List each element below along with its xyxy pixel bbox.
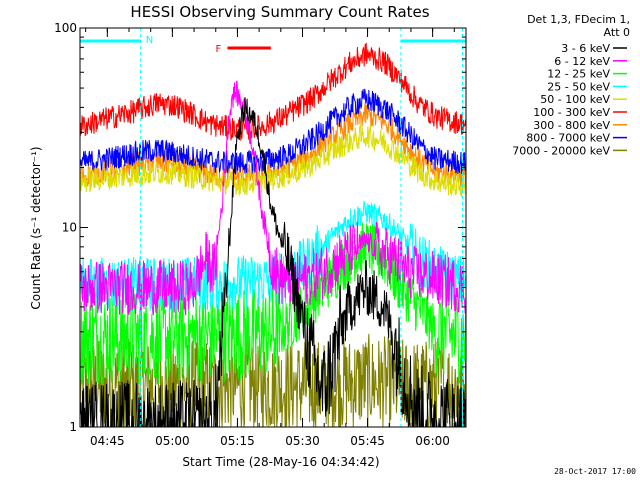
legend-label: 100 - 300 keV: [533, 106, 610, 119]
legend-label: 7000 - 20000 keV: [512, 144, 610, 157]
series-line-5: [79, 42, 467, 141]
legend-label: 3 - 6 keV: [561, 42, 610, 55]
chart-title: HESSI Observing Summary Count Rates: [130, 3, 429, 21]
legend-label: 800 - 7000 keV: [526, 132, 610, 145]
x-tick-label: 06:00: [415, 434, 450, 448]
x-tick-label: 04:45: [90, 434, 125, 448]
series-line-0: [79, 97, 467, 428]
y-tick-label: 10: [62, 221, 77, 235]
legend-label: 50 - 100 keV: [540, 93, 610, 106]
flare-marker-label: F: [215, 44, 221, 55]
generation-timestamp: 28-Oct-2017 17:00: [554, 467, 636, 476]
x-axis-label: Start Time (28-May-16 04:34:42): [182, 455, 379, 469]
y-tick-label: 100: [54, 21, 77, 35]
x-tick-label: 05:45: [350, 434, 385, 448]
y-axis-label: Count Rate (s⁻¹ detector⁻¹): [29, 146, 43, 309]
x-tick-label: 05:30: [285, 434, 320, 448]
series-layer: [79, 42, 467, 429]
legend-header-line: Det 1,3, FDecim 1,: [527, 13, 630, 26]
legend-header-line: Att 0: [604, 26, 630, 39]
series-line-8: [79, 333, 467, 429]
y-tick-label: 1: [69, 420, 77, 434]
legend-label: 12 - 25 keV: [547, 68, 610, 81]
legend-label: 6 - 12 keV: [554, 55, 610, 68]
axes-layer: 1 10 100 04:45 05:00 05:15 05:30 05:45 06:00: [54, 21, 466, 448]
legend-label: 25 - 50 keV: [547, 80, 610, 93]
series-line-4: [79, 123, 467, 198]
legend-label: 300 - 800 keV: [533, 119, 610, 132]
x-tick-label: 05:15: [220, 434, 255, 448]
x-tick-label: 05:00: [155, 434, 190, 448]
series-line-1: [79, 80, 467, 316]
night-marker-label: N: [146, 35, 153, 46]
